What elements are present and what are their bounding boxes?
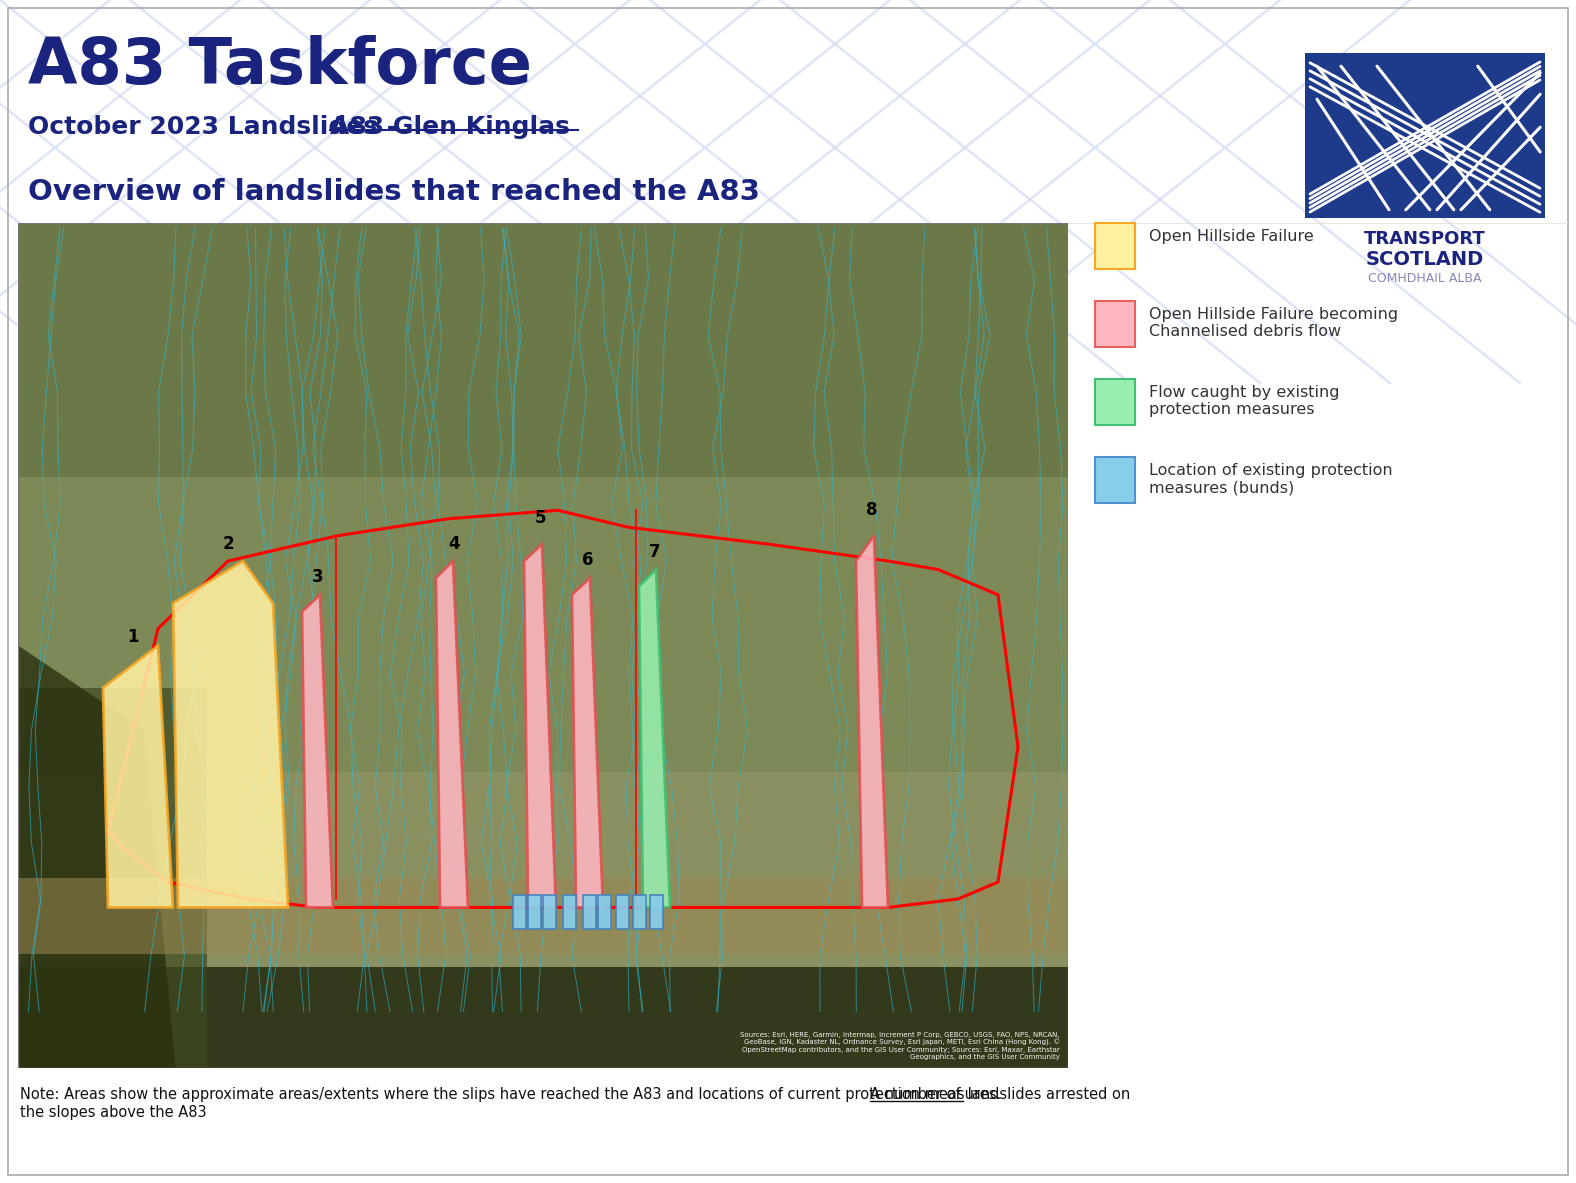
Polygon shape [17,646,175,1068]
Bar [1095,379,1135,425]
Bar [1305,53,1544,218]
Text: Overview of landslides that reached the A83: Overview of landslides that reached the … [28,177,760,206]
Polygon shape [638,569,670,907]
Bar [514,894,526,929]
Text: A83 Glen Kinglas: A83 Glen Kinglas [329,115,571,138]
Bar [597,894,611,929]
Text: the slopes above the A83: the slopes above the A83 [20,1105,206,1120]
Text: Open Hillside Failure becoming: Open Hillside Failure becoming [1149,308,1398,322]
Text: October 2023 Landslides -: October 2023 Landslides - [28,115,407,138]
Polygon shape [437,561,468,907]
Text: 6: 6 [582,551,594,569]
Polygon shape [173,561,288,907]
Bar [1095,224,1135,269]
Bar [1095,457,1135,503]
Text: 7: 7 [649,543,660,561]
Bar [1095,300,1135,347]
Text: 4: 4 [448,535,460,552]
Bar [649,894,663,929]
Text: Note: Areas show the approximate areas/extents where the slips have reached the : Note: Areas show the approximate areas/e… [20,1087,1005,1103]
Text: 2: 2 [222,535,233,552]
Text: 1: 1 [128,627,139,646]
Text: 8: 8 [867,500,878,519]
Polygon shape [856,536,887,907]
Polygon shape [303,595,333,907]
Text: COMHDHAIL ALBA: COMHDHAIL ALBA [1368,272,1481,285]
Text: measures (bunds): measures (bunds) [1149,480,1294,494]
Bar [583,894,596,929]
Bar [544,894,556,929]
Bar [616,894,629,929]
Text: TRANSPORT: TRANSPORT [1365,230,1486,248]
Polygon shape [572,578,604,907]
Bar [17,967,1069,1068]
Text: 5: 5 [534,509,545,528]
Polygon shape [102,646,173,907]
Text: Location of existing protection: Location of existing protection [1149,463,1393,478]
Bar [17,878,1069,953]
Text: 3: 3 [312,568,323,587]
Bar [17,687,206,1068]
Text: Flow caught by existing: Flow caught by existing [1149,384,1340,400]
Bar [563,894,575,929]
Text: A83 Taskforce: A83 Taskforce [28,35,533,97]
Text: protection measures: protection measures [1149,402,1314,416]
Polygon shape [523,544,556,907]
Text: Open Hillside Failure: Open Hillside Failure [1149,230,1314,244]
Bar [634,894,646,929]
Bar [17,224,1069,772]
Text: landslides arrested on: landslides arrested on [963,1087,1130,1103]
Text: A number of: A number of [870,1087,961,1103]
Bar [528,894,541,929]
Bar [17,224,1069,477]
Text: SCOTLAND: SCOTLAND [1366,250,1485,269]
Text: Channelised debris flow: Channelised debris flow [1149,324,1341,340]
Text: Sources: Esri, HERE, Garmin, Intermap, increment P Corp, GEBCO, USGS, FAO, NPS, : Sources: Esri, HERE, Garmin, Intermap, i… [741,1032,1061,1060]
